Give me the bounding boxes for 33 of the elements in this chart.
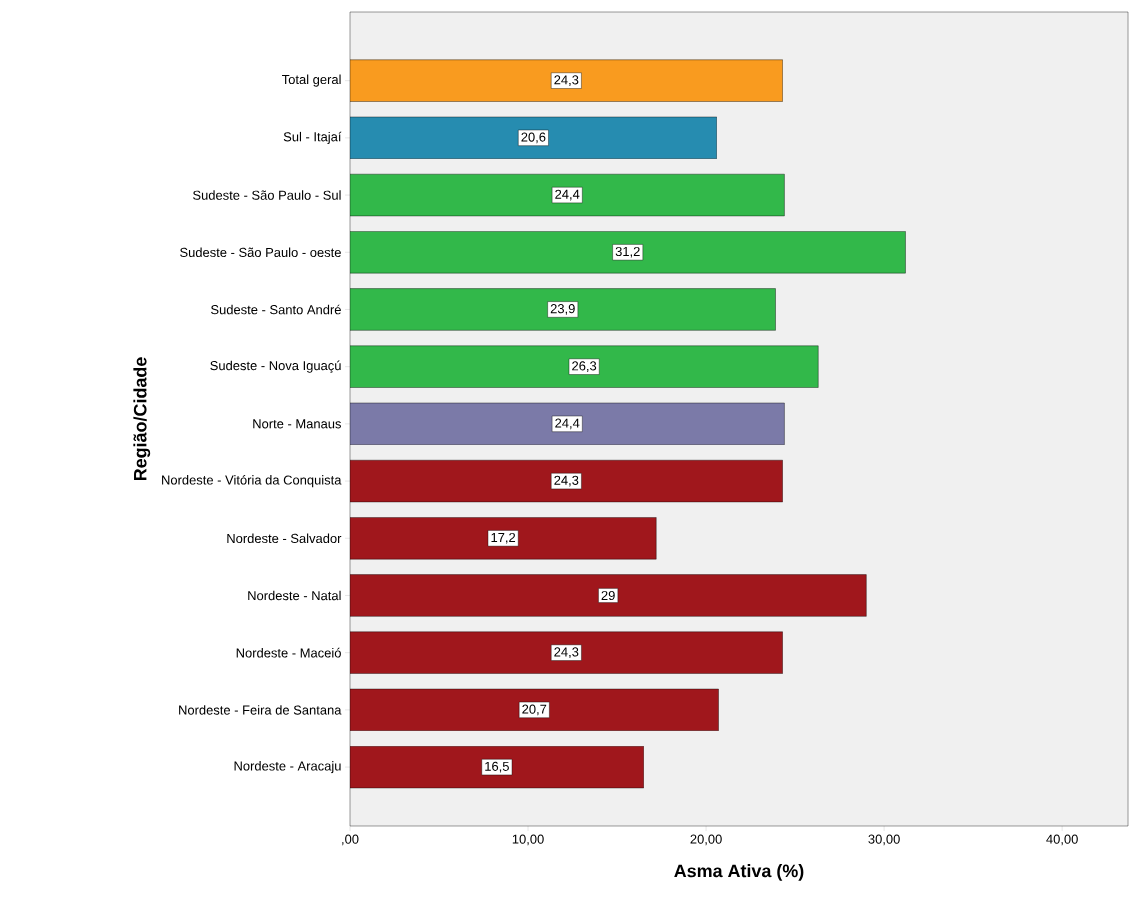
data-label: 29 (601, 590, 615, 601)
data-label: 20,6 (521, 132, 546, 144)
y-tick-label: Nordeste - Salvador (227, 533, 342, 544)
x-tick-label: 40,00 (1046, 834, 1078, 846)
y-tick-label: Nordeste - Feira de Santana (179, 705, 342, 715)
y-tick-label: Nordeste - Aracaju (234, 761, 341, 774)
data-label: 24,3 (554, 75, 579, 86)
data-label: 31,2 (615, 246, 640, 258)
y-tick-label: Sudeste - São Paulo - Sul (193, 190, 341, 200)
y-tick-label: Sudeste - Nova Iguaçú (210, 360, 341, 373)
data-label: 24,4 (555, 189, 580, 201)
data-label: 24,3 (554, 475, 579, 487)
data-label: 24,3 (554, 647, 579, 659)
y-tick-label: Nordeste - Vitória da Conquista (162, 474, 342, 488)
x-tick-label: 20,00 (690, 834, 722, 846)
y-tick-label: Norte - Manaus (253, 419, 341, 429)
x-tick-label: 30,00 (868, 834, 900, 846)
x-axis-title: Asma Ativa (%) (674, 864, 804, 881)
data-label: 17,2 (491, 532, 516, 544)
y-axis-title: Região/Cidade (133, 357, 151, 481)
y-tick-label: Sul - Itajaí (283, 131, 342, 144)
data-label: 23,9 (550, 304, 575, 315)
data-label: 26,3 (572, 361, 597, 373)
y-tick-label: Nordeste - Natal (248, 590, 341, 601)
data-label: 24,4 (555, 418, 580, 430)
y-tick-label: Sudeste - Santo André (211, 304, 341, 315)
y-tick-label: Total geral (282, 74, 341, 87)
data-label: 16,5 (485, 761, 509, 773)
x-tick-label: ,00 (342, 834, 359, 846)
x-tick-label: 10,00 (512, 834, 544, 846)
data-label: 20,7 (522, 704, 547, 716)
y-tick-label: Nordeste - Maceió (236, 647, 341, 658)
y-tick-label: Sudeste - São Paulo - oeste (180, 247, 341, 258)
